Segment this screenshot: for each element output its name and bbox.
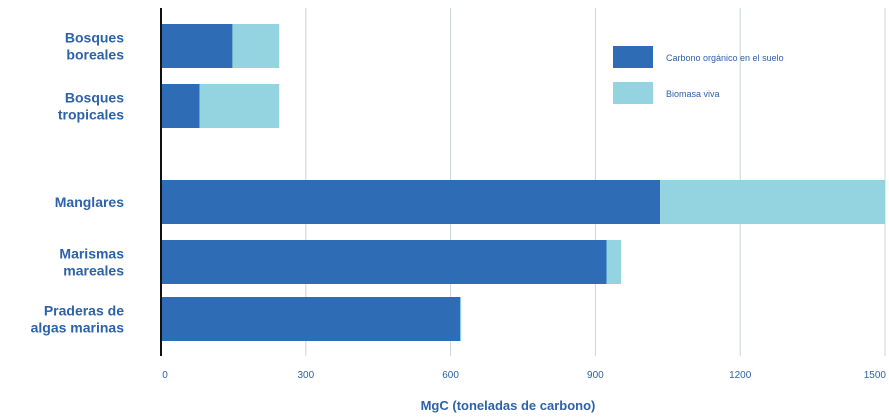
category-label-line: Marismas (59, 246, 124, 262)
x-tick-label-900: 900 (587, 370, 604, 381)
bar-living-biomass-5 (460, 297, 462, 341)
category-label-4: Marismas mareales (59, 246, 124, 279)
bar-living-biomass-4 (606, 240, 621, 284)
x-tick-label-0: 0 (162, 370, 168, 381)
category-label-line: mareales (63, 263, 124, 279)
bar-living-biomass-2 (199, 84, 280, 128)
category-label-1: Bosques boreales (65, 30, 124, 63)
bars (161, 24, 885, 341)
category-label-line: algas marinas (31, 320, 125, 336)
bar-soil-carbon-5 (161, 297, 461, 341)
bar-soil-carbon-1 (161, 24, 233, 68)
category-label-5: Praderas de algas marinas (31, 303, 125, 336)
category-label-line: Bosques (65, 30, 124, 46)
bar-living-biomass-3 (660, 180, 885, 224)
bar-living-biomass-1 (232, 24, 280, 68)
x-tick-label-300: 300 (297, 370, 314, 381)
x-tick-label-1200: 1200 (729, 370, 752, 381)
legend-swatch-1 (613, 46, 653, 68)
category-label-line: boreales (66, 47, 124, 63)
legend-swatch-2 (613, 82, 653, 104)
bar-soil-carbon-4 (161, 240, 607, 284)
x-tick-label-600: 600 (442, 370, 459, 381)
legend-label-1: Carbono orgánico en el suelo (666, 53, 784, 63)
bar-soil-carbon-3 (161, 180, 661, 224)
legend: Carbono orgánico en el suelo Biomasa viva (613, 46, 784, 104)
x-axis-title: MgC (toneladas de carbono) (421, 398, 596, 413)
legend-label-2: Biomasa viva (666, 89, 720, 99)
category-label-line: Bosques (65, 90, 124, 106)
x-tick-labels: 0 300 600 900 1200 1500 (162, 370, 886, 381)
category-label-line: Manglares (55, 194, 124, 210)
category-label-3: Manglares (55, 194, 124, 210)
category-label-2: Bosques tropicales (58, 90, 124, 123)
bar-soil-carbon-2 (161, 84, 200, 128)
category-label-line: Praderas de (44, 303, 124, 319)
x-tick-label-1500: 1500 (864, 370, 887, 381)
category-label-line: tropicales (58, 107, 124, 123)
